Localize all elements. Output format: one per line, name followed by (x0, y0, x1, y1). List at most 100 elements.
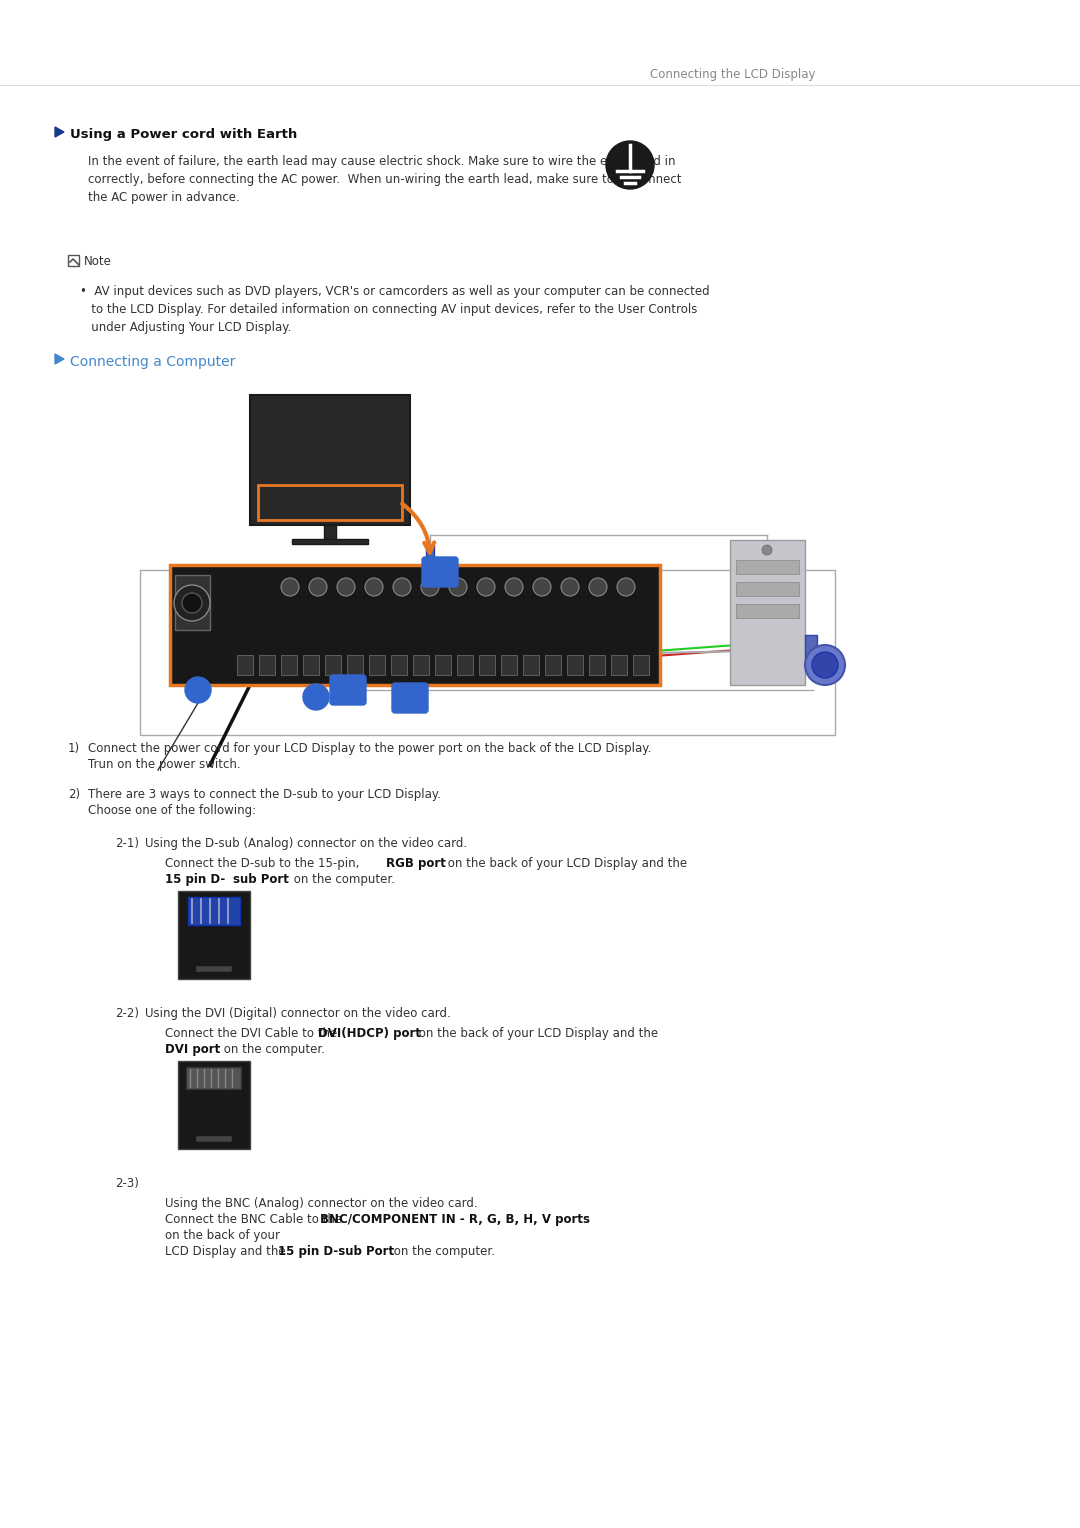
Bar (186, 1067, 241, 1089)
Bar (611, 656, 627, 675)
Bar (292, 539, 368, 544)
Text: 1): 1) (68, 743, 80, 755)
Bar (369, 656, 384, 675)
Text: Connecting the LCD Display: Connecting the LCD Display (650, 69, 815, 81)
Text: Using the BNC (Analog) connector on the video card.: Using the BNC (Analog) connector on the … (165, 1196, 477, 1210)
Bar (545, 656, 561, 675)
Circle shape (174, 585, 210, 620)
Text: 15 pin D-: 15 pin D- (165, 872, 226, 886)
FancyBboxPatch shape (330, 675, 366, 704)
Text: sub Port: sub Port (233, 872, 288, 886)
Text: There are 3 ways to connect the D-sub to your LCD Display.: There are 3 ways to connect the D-sub to… (87, 788, 441, 801)
Text: Connect the BNC Cable to the: Connect the BNC Cable to the (165, 1213, 346, 1225)
Bar (188, 897, 240, 924)
Text: 2-1: 2-1 (431, 578, 449, 587)
Circle shape (762, 545, 772, 555)
Bar (480, 656, 495, 675)
Circle shape (421, 578, 438, 596)
Bar (175, 575, 210, 630)
Text: Note: Note (84, 255, 112, 267)
Circle shape (812, 652, 838, 678)
Text: under Adjusting Your LCD Display.: under Adjusting Your LCD Display. (80, 321, 292, 335)
Bar (567, 656, 583, 675)
FancyBboxPatch shape (392, 683, 428, 714)
Bar (435, 656, 451, 675)
Bar (347, 656, 363, 675)
Bar (178, 1060, 249, 1149)
Bar (303, 656, 319, 675)
Bar (633, 656, 649, 675)
Bar (324, 526, 336, 539)
Bar (68, 255, 79, 266)
Text: on the back of your: on the back of your (165, 1229, 280, 1242)
Circle shape (303, 685, 329, 711)
Bar (735, 559, 799, 575)
Text: Connect the DVI Cable to the: Connect the DVI Cable to the (165, 1027, 341, 1041)
Text: Connecting a Computer: Connecting a Computer (70, 354, 235, 368)
Text: 3: 3 (312, 695, 321, 709)
Text: on the back of your LCD Display and the: on the back of your LCD Display and the (415, 1027, 662, 1041)
Bar (237, 656, 253, 675)
Polygon shape (55, 354, 64, 364)
Bar (178, 891, 249, 979)
Text: SAMSUNG   SyncMaster: SAMSUNG SyncMaster (262, 489, 320, 494)
Circle shape (805, 645, 845, 685)
Bar (258, 484, 402, 520)
Bar (281, 656, 297, 675)
Text: 1: 1 (193, 689, 202, 701)
Text: on the computer.: on the computer. (291, 872, 395, 886)
Circle shape (185, 677, 211, 703)
Text: BNC/COMPONENT IN - R, G, B, H, V ports: BNC/COMPONENT IN - R, G, B, H, V ports (320, 1213, 590, 1225)
Text: 15 pin D-sub Port: 15 pin D-sub Port (278, 1245, 394, 1258)
Text: on the back of your LCD Display and the: on the back of your LCD Display and the (444, 857, 691, 869)
Bar (523, 656, 539, 675)
Text: Connect the power cord for your LCD Display to the power port on the back of the: Connect the power cord for your LCD Disp… (87, 743, 651, 755)
Text: RGB port: RGB port (386, 857, 446, 869)
Bar (457, 656, 473, 675)
Circle shape (606, 141, 654, 189)
Bar (259, 656, 275, 675)
Text: 2): 2) (68, 788, 80, 801)
Text: Using the DVI (Digital) connector on the video card.: Using the DVI (Digital) connector on the… (145, 1007, 450, 1021)
Text: to the LCD Display. For detailed information on connecting AV input devices, ref: to the LCD Display. For detailed informa… (80, 303, 698, 316)
Text: 2-2: 2-2 (339, 695, 357, 704)
Bar (735, 604, 799, 617)
Text: on the computer.: on the computer. (220, 1044, 325, 1056)
Text: Connect the D-sub to the 15-pin,: Connect the D-sub to the 15-pin, (165, 857, 363, 869)
Circle shape (393, 578, 411, 596)
Circle shape (281, 578, 299, 596)
Bar (140, 570, 835, 735)
Bar (730, 539, 805, 685)
Text: the AC power in advance.: the AC power in advance. (87, 191, 240, 205)
Circle shape (561, 578, 579, 596)
Circle shape (534, 578, 551, 596)
Text: 2-1): 2-1) (114, 837, 139, 850)
Text: correctly, before connecting the AC power.  When un-wiring the earth lead, make : correctly, before connecting the AC powe… (87, 173, 681, 186)
Text: Trun on the power switch.: Trun on the power switch. (87, 758, 241, 772)
Circle shape (477, 578, 495, 596)
FancyBboxPatch shape (422, 558, 458, 587)
Text: DVI(HDCP) port: DVI(HDCP) port (318, 1027, 421, 1041)
Bar (325, 656, 341, 675)
Text: on the computer.: on the computer. (390, 1245, 495, 1258)
Bar (170, 565, 660, 685)
Circle shape (589, 578, 607, 596)
Text: •  AV input devices such as DVD players, VCR's or camcorders as well as your com: • AV input devices such as DVD players, … (80, 286, 710, 298)
Bar (391, 656, 407, 675)
Bar (805, 636, 816, 660)
Circle shape (617, 578, 635, 596)
Circle shape (449, 578, 467, 596)
Text: RGB: RGB (198, 946, 219, 957)
Text: DVI port: DVI port (165, 1044, 220, 1056)
Text: 2-3: 2-3 (401, 703, 419, 714)
FancyArrowPatch shape (402, 504, 434, 553)
Bar (735, 582, 799, 596)
Polygon shape (55, 127, 64, 138)
Bar (413, 656, 429, 675)
Circle shape (309, 578, 327, 596)
Circle shape (365, 578, 383, 596)
Text: In the event of failure, the earth lead may cause electric shock. Make sure to w: In the event of failure, the earth lead … (87, 154, 675, 168)
Text: Using a Power cord with Earth: Using a Power cord with Earth (70, 128, 297, 141)
Text: Choose one of the following:: Choose one of the following: (87, 804, 256, 817)
Circle shape (337, 578, 355, 596)
